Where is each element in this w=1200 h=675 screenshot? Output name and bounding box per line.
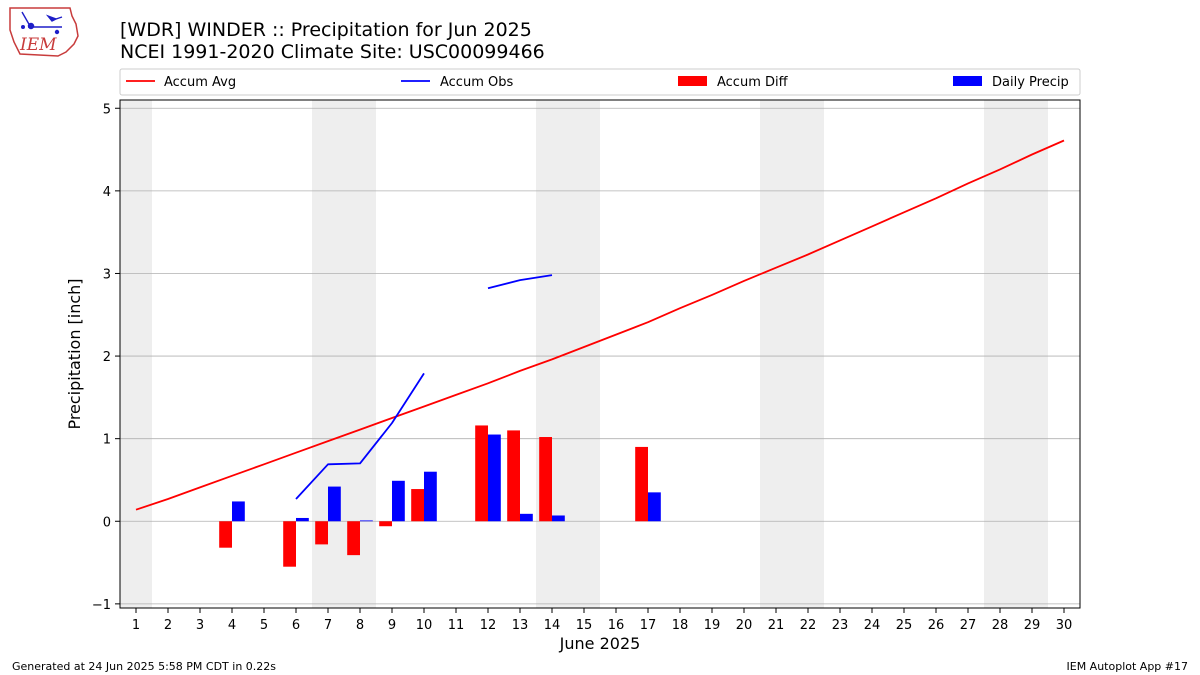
accum-avg-line [135,139,1065,511]
accum-diff-bar [283,521,296,567]
iem-logo: IEM [9,7,79,57]
x-tick-label: 19 [704,618,721,633]
x-tick-label: 21 [768,618,785,633]
daily-precip-bar [328,486,341,522]
x-tick-label: 2 [164,618,172,633]
x-tick-label: 12 [480,618,497,633]
x-tick-label: 25 [896,618,913,633]
legend-item-accum-obs: Accum Obs [401,75,513,90]
legend-box [119,68,1081,96]
plot-frame [119,99,1081,609]
legend-item-daily-precip: Daily Precip [953,75,1069,90]
footer-app: IEM Autoplot App #17 [1067,660,1189,673]
daily-precip-bar [552,515,565,522]
y-axis-ticks: −1 0 1 2 3 4 5 [92,102,120,613]
weekend-band [984,100,1048,608]
x-tick-label: 15 [576,618,593,633]
x-tick-label: 17 [640,618,657,633]
daily-precip-bar [296,517,309,522]
x-tick-label: 13 [512,618,529,633]
accum-diff-bar [635,446,648,522]
daily-precip-bar [648,492,661,522]
y-tick-label: 5 [103,102,111,117]
accum-diff-bar [475,425,488,522]
accum-diff-bar [219,521,232,548]
accum-diff-bar [411,489,424,522]
x-tick-label: 22 [800,618,817,633]
x-tick-label: 4 [228,618,236,633]
x-tick-label: 1 [132,618,140,633]
legend-label-accum-diff: Accum Diff [717,75,789,90]
y-axis-label: Precipitation [inch] [65,278,84,429]
legend-label-daily-precip: Daily Precip [992,75,1069,90]
x-tick-label: 30 [1056,618,1073,633]
weather-instruments-icon [21,11,63,35]
y-tick-label: 3 [103,267,111,282]
x-tick-label: 26 [928,618,945,633]
accum-diff-bar [507,430,520,522]
weekend-bands [120,100,1048,608]
x-axis-ticks: 1 2 3 4 5 6 7 8 9 10 11 12 13 14 15 16 17 18 19 20 21 22 23 24 2… [132,608,1072,633]
chart-subtitle: NCEI 1991-2020 Climate Site: USC00099466 [120,41,545,63]
legend-label-accum-obs: Accum Obs [440,75,513,90]
legend-swatch-daily-precip [953,76,982,86]
accum-diff-bar [347,521,360,556]
x-axis-label: June 2025 [559,634,641,653]
accum-diff-bar [379,521,392,527]
legend-label-accum-avg: Accum Avg [164,75,236,90]
x-tick-label: 24 [864,618,881,633]
x-tick-label: 16 [608,618,625,633]
x-tick-label: 18 [672,618,689,633]
x-tick-label: 9 [388,618,396,633]
lines [135,139,1065,511]
x-tick-label: 8 [356,618,364,633]
x-tick-label: 5 [260,618,268,633]
x-tick-label: 14 [544,618,561,633]
legend-swatch-accum-diff [678,76,707,86]
y-tick-label: 0 [103,515,111,530]
gridlines [120,107,1080,605]
daily-precip-bar [232,501,245,522]
daily-precip-bar [392,480,405,522]
accum-diff-bar [315,521,328,545]
weekend-band [760,100,824,608]
y-tick-label: 4 [103,185,111,200]
daily-precip-bar [360,520,373,522]
legend-item-accum-avg: Accum Avg [126,75,236,90]
y-tick-label: 1 [103,433,111,448]
x-tick-label: 29 [1024,618,1041,633]
daily-precip-bar [488,434,501,522]
accum-diff-bar [539,437,552,522]
x-tick-label: 28 [992,618,1009,633]
daily-precip-bar [520,513,533,522]
x-tick-label: 23 [832,618,849,633]
weekend-band [120,100,152,608]
bars [219,425,661,567]
legend-item-accum-diff: Accum Diff [678,75,789,90]
y-tick-label: −1 [92,598,111,613]
chart-title: [WDR] WINDER :: Precipitation for Jun 20… [120,19,532,41]
accum-obs-line [487,274,553,290]
x-tick-label: 6 [292,618,300,633]
accum-obs-line [295,372,425,500]
logo-text: IEM [19,35,57,55]
x-tick-label: 10 [416,618,433,633]
x-tick-label: 11 [448,618,465,633]
daily-precip-bar [424,471,437,522]
footer-generated: Generated at 24 Jun 2025 5:58 PM CDT in … [12,660,276,673]
y-tick-label: 2 [103,350,111,365]
x-tick-label: 7 [324,618,332,633]
x-tick-label: 3 [196,618,204,633]
x-tick-label: 27 [960,618,977,633]
legend: Accum Avg Accum Obs Accum Diff Daily Pre… [119,68,1081,96]
x-tick-label: 20 [736,618,753,633]
